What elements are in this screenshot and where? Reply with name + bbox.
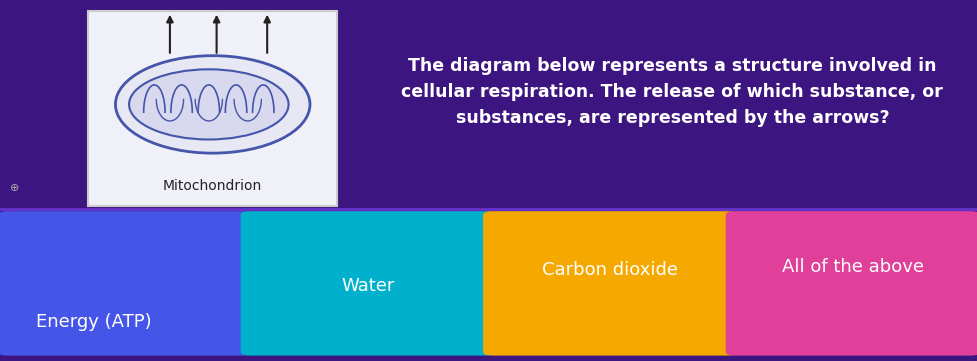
Text: Water: Water	[341, 277, 394, 295]
FancyBboxPatch shape	[0, 211, 977, 361]
FancyBboxPatch shape	[240, 211, 494, 356]
Ellipse shape	[115, 56, 310, 153]
Text: Energy (ATP): Energy (ATP)	[36, 313, 151, 331]
Ellipse shape	[129, 69, 288, 139]
FancyBboxPatch shape	[88, 11, 337, 206]
Text: Carbon dioxide: Carbon dioxide	[541, 261, 678, 279]
FancyBboxPatch shape	[725, 211, 977, 356]
Text: Mitochondrion: Mitochondrion	[163, 179, 262, 193]
Text: All of the above: All of the above	[781, 258, 923, 276]
FancyBboxPatch shape	[483, 211, 737, 356]
FancyBboxPatch shape	[0, 211, 252, 356]
Text: ⊕: ⊕	[10, 183, 20, 193]
Text: The diagram below represents a structure involved in
cellular respiration. The r: The diagram below represents a structure…	[402, 57, 942, 127]
